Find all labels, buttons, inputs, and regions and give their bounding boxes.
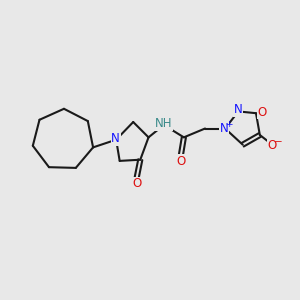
Text: O: O <box>176 155 185 168</box>
Text: O: O <box>257 106 266 119</box>
Text: N: N <box>220 122 229 135</box>
Text: O: O <box>268 139 277 152</box>
Text: +: + <box>226 121 233 130</box>
Text: NH: NH <box>155 117 172 130</box>
Text: N: N <box>234 103 243 116</box>
Text: −: − <box>274 137 283 147</box>
Text: N: N <box>111 132 120 145</box>
Text: O: O <box>132 177 141 190</box>
